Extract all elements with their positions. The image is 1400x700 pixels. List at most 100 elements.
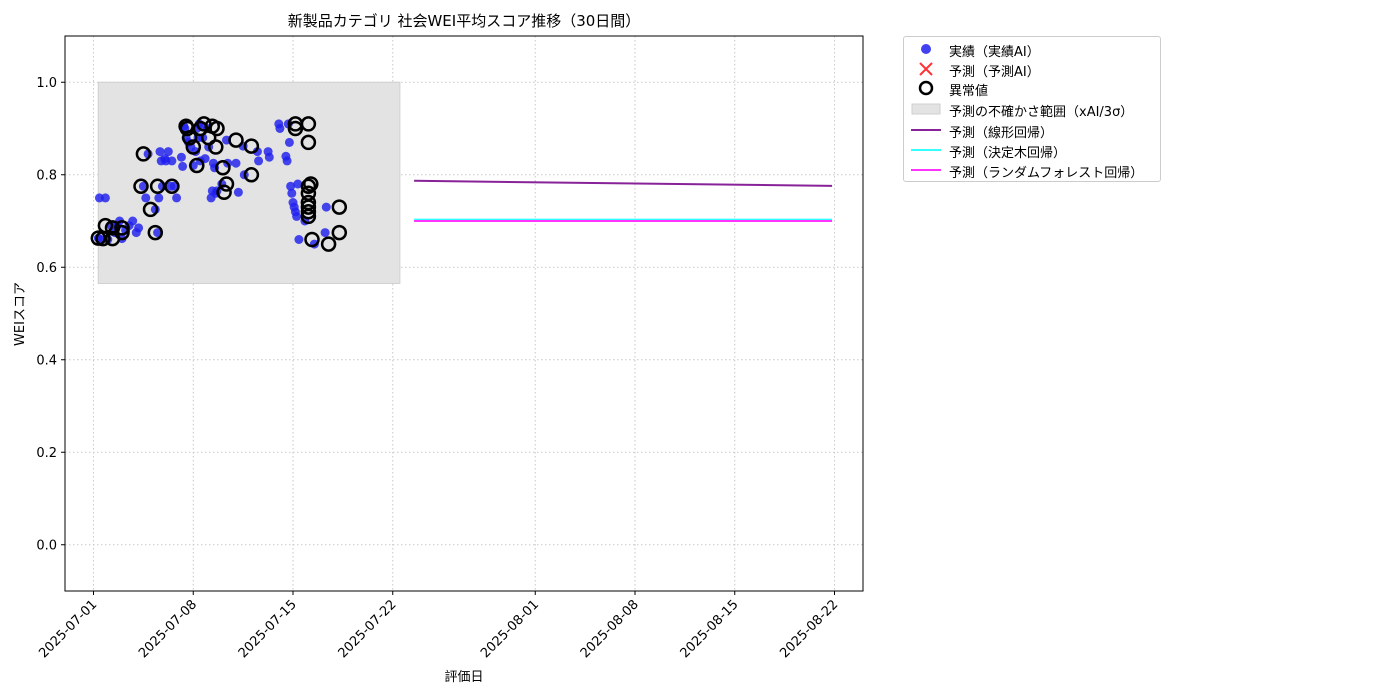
anomaly-marker [164, 178, 180, 195]
anomaly-marker [287, 120, 304, 137]
chart-title: 新製品カテゴリ 社会WEI平均スコア推移（30日間） [288, 12, 641, 30]
data-point [163, 147, 173, 157]
data-point [134, 223, 144, 233]
anomaly-marker [149, 178, 166, 195]
anomaly-marker [243, 138, 260, 154]
anomaly-marker [331, 224, 348, 241]
anomaly-marker [114, 220, 130, 236]
anomaly-marker [147, 224, 164, 241]
legend-label: 予測（決定木回帰） [949, 146, 1067, 161]
data-point [294, 235, 304, 244]
data-point [128, 216, 138, 226]
legend-item-forecast-ai: 予測（予測AI） [904, 59, 1160, 80]
x-tick-label: 2025-07-08 [136, 597, 200, 661]
data-point [154, 193, 164, 203]
anomaly-marker [243, 167, 260, 183]
x-tick-label: 2025-07-01 [36, 597, 100, 661]
data-point [153, 228, 163, 238]
legend-item-uncertainty: 予測の不確かさ範囲（xAI/3σ） [904, 99, 1160, 120]
legend-line-icon [911, 129, 941, 131]
forecast-line [414, 179, 833, 187]
anomaly-marker [216, 184, 232, 201]
anomaly-marker [300, 134, 317, 151]
anomaly-marker [300, 178, 317, 195]
legend-item-tree: 予測（決定木回帰） [904, 140, 1160, 161]
x-tick-label: 2025-08-01 [478, 597, 542, 661]
anomaly-marker [300, 204, 317, 220]
data-point [321, 202, 331, 212]
anomaly-marker [304, 231, 320, 248]
legend-label: 予測（予測AI） [949, 65, 1040, 80]
forecast-lines [414, 179, 833, 222]
anomaly-marker [185, 139, 202, 155]
data-point [169, 181, 179, 191]
uncertainty-band [97, 81, 401, 284]
anomaly-marker [209, 120, 225, 137]
x-tick-label: 2025-08-15 [678, 597, 742, 661]
legend-line-icon [911, 169, 941, 171]
data-point [178, 161, 188, 171]
legend-line-icon [911, 149, 941, 151]
anomaly-marker [114, 224, 130, 241]
anomaly-marker [320, 236, 337, 252]
anomaly-marker [228, 132, 244, 148]
data-point [275, 124, 285, 133]
legend-label: 実績（実績AI） [949, 45, 1040, 60]
anomaly-marker [300, 208, 317, 225]
data-point [100, 193, 110, 203]
y-tick-label: 0.8 [36, 168, 57, 183]
x-tick-label: 2025-08-08 [578, 597, 642, 661]
anomaly-markers [90, 116, 348, 252]
data-point [141, 193, 151, 203]
legend: 実績（実績AI） 予測（予測AI） 異常値 予測の不確かさ範囲（xAI/3σ） … [903, 36, 1161, 182]
x-axis-label: 評価日 [444, 670, 483, 685]
y-tick-label: 1.0 [36, 76, 57, 91]
anomaly-marker [181, 130, 198, 146]
anomaly-marker [300, 199, 317, 215]
data-point [231, 158, 241, 168]
legend-label: 異常値 [949, 84, 989, 99]
legend-band-icon [911, 103, 941, 115]
anomaly-marker [208, 139, 224, 155]
legend-label: 予測（線形回帰） [949, 126, 1054, 141]
data-point [233, 187, 243, 197]
anomaly-marker [133, 178, 149, 195]
anomaly-marker [215, 160, 231, 176]
data-point [282, 156, 292, 166]
anomaly-marker [300, 116, 317, 132]
data-point [286, 181, 296, 191]
y-tick-label: 0.6 [36, 261, 57, 276]
legend-item-linear: 予測（線形回帰） [904, 120, 1160, 141]
anomaly-marker [331, 199, 348, 215]
legend-dot-icon [921, 44, 931, 54]
data-point [264, 152, 274, 162]
y-axis-label: WEIスコア [13, 282, 28, 346]
anomaly-marker [303, 176, 319, 192]
data-point [155, 147, 165, 157]
x-tick-label: 2025-07-15 [236, 597, 300, 661]
y-tick-label: 0.2 [36, 446, 57, 461]
anomaly-marker [135, 146, 152, 162]
x-tick-label: 2025-08-22 [777, 597, 841, 661]
anomaly-marker [196, 116, 212, 132]
anomaly-marker [218, 176, 235, 192]
data-point [254, 156, 264, 166]
legend-label: 予測の不確かさ範囲（xAI/3σ） [949, 105, 1134, 120]
plot-frame [64, 35, 864, 592]
data-point [292, 211, 302, 221]
legend-item-actual: 実績（実績AI） [904, 39, 1160, 60]
legend-item-forest: 予測（ランダムフォレスト回帰） [904, 160, 1160, 181]
data-point [138, 181, 148, 191]
anomaly-marker [142, 201, 159, 218]
data-point [320, 228, 330, 238]
legend-ring-icon [918, 80, 934, 96]
legend-label: 予測（ランダムフォレスト回帰） [949, 166, 1144, 181]
legend-x-icon [919, 62, 933, 76]
anomaly-marker [189, 157, 205, 174]
x-tick-label: 2025-07-22 [336, 597, 400, 661]
data-point [172, 193, 182, 203]
data-point [167, 156, 177, 166]
data-point [293, 179, 303, 189]
data-point [284, 137, 294, 147]
